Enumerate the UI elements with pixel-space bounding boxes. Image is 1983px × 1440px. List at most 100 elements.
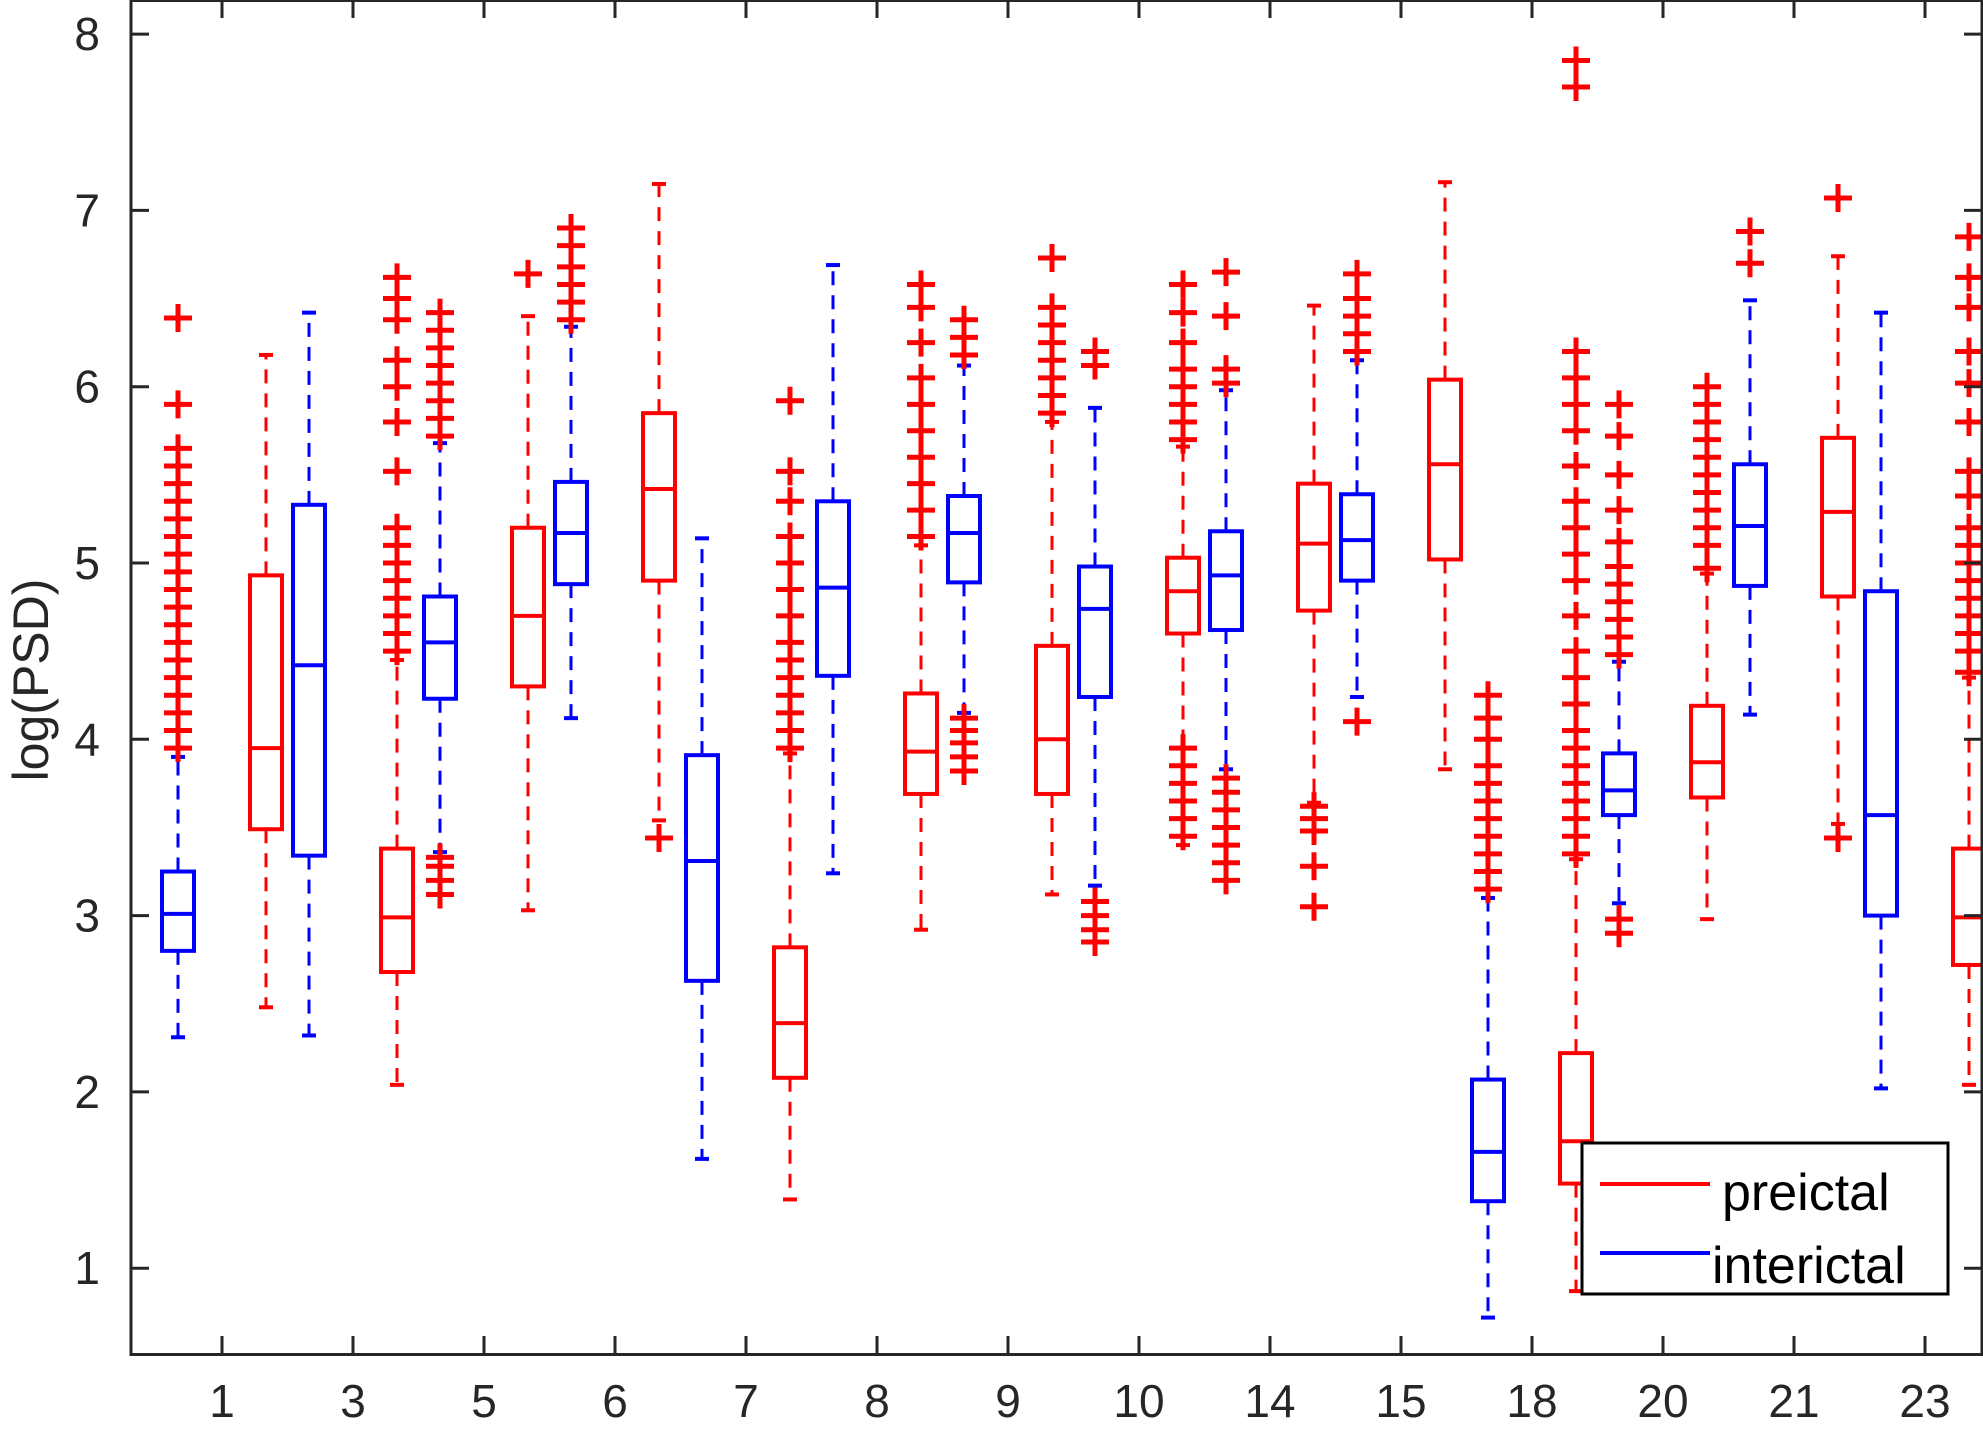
outlier-marker [907, 328, 935, 357]
outlier-marker [907, 390, 935, 419]
outlier-marker [164, 434, 192, 463]
box-preictal-1 [248, 352, 284, 1010]
outlier-marker [383, 263, 411, 292]
y-tick-label: 7 [74, 184, 100, 236]
outlier-marker [907, 522, 935, 551]
outlier-marker [1562, 46, 1590, 75]
outlier-marker [1562, 390, 1590, 419]
y-tick-label: 3 [74, 890, 100, 942]
x-tick-label: 5 [471, 1375, 497, 1427]
iqr-box [1296, 481, 1332, 613]
outlier-marker [1955, 407, 1983, 436]
outlier-marker [383, 457, 411, 486]
outlier-marker [776, 601, 804, 630]
box-preictal-15 [1427, 180, 1463, 772]
outlier-marker [1300, 852, 1328, 881]
legend-label-interictal: interictal [1712, 1237, 1906, 1295]
outlier-marker [1955, 457, 1983, 486]
legend-box [1580, 1141, 1950, 1296]
box-interictal-6 [553, 214, 589, 721]
outlier-marker [1038, 293, 1066, 322]
outlier-marker [1955, 337, 1983, 366]
outlier-marker [1169, 328, 1197, 357]
iqr-box [1077, 564, 1113, 699]
outlier-marker [1736, 217, 1764, 246]
box-preictal-18 [1558, 46, 1594, 1294]
box-interictal-15 [1339, 259, 1375, 736]
box-interictal-21 [1732, 217, 1768, 717]
box-interictal-8 [815, 263, 851, 876]
iqr-box [291, 502, 327, 858]
box-interictal-18 [1470, 681, 1506, 1320]
outlier-marker [1038, 244, 1066, 273]
outlier-marker [1562, 337, 1590, 366]
box-preictal-21 [1820, 184, 1856, 853]
iqr-box [510, 525, 546, 689]
outlier-marker [1343, 284, 1371, 313]
outlier-marker [1081, 337, 1109, 366]
outlier-marker [1343, 259, 1371, 288]
iqr-box [1689, 703, 1725, 800]
outlier-marker [1955, 369, 1983, 398]
outlier-marker [776, 522, 804, 551]
box-preictal-5 [510, 259, 546, 913]
box-preictal-7 [772, 386, 808, 1202]
outlier-marker [950, 305, 978, 334]
outlier-marker [1474, 751, 1502, 780]
outlier-marker [383, 407, 411, 436]
iqr-box [1951, 846, 1983, 967]
outlier-marker [1562, 716, 1590, 745]
plot-marks [160, 46, 1983, 1320]
outlier-marker [514, 259, 542, 288]
outlier-marker [776, 549, 804, 577]
iqr-box [641, 411, 677, 583]
iqr-box [1034, 643, 1070, 796]
x-tick-label: 1 [209, 1375, 235, 1427]
box-interictal-9 [946, 305, 982, 786]
box-preictal-9 [1034, 244, 1070, 897]
outlier-marker [1824, 824, 1852, 853]
outlier-marker [907, 496, 935, 525]
outlier-marker [383, 372, 411, 401]
outlier-marker [1562, 663, 1590, 692]
x-tick-label: 18 [1506, 1375, 1557, 1427]
outlier-marker [1605, 496, 1633, 525]
outlier-marker [1169, 355, 1197, 384]
y-tick-label: 8 [74, 8, 100, 60]
iqr-box [946, 494, 982, 585]
x-tick-label: 7 [733, 1375, 759, 1427]
outlier-marker [907, 416, 935, 445]
outlier-marker [1562, 72, 1590, 101]
outlier-marker [907, 363, 935, 392]
outlier-marker [1300, 892, 1328, 921]
iqr-box [1339, 492, 1375, 583]
iqr-box [1863, 589, 1899, 918]
y-tick-label: 6 [74, 361, 100, 413]
x-tick-label: 23 [1899, 1375, 1950, 1427]
outlier-marker [776, 575, 804, 604]
outlier-marker [1562, 637, 1590, 666]
outlier-marker [1562, 566, 1590, 595]
x-axis: 1 3 5 6 7 8 9 10 14 15 18 20 21 23 [209, 0, 1951, 1427]
outlier-marker [776, 386, 804, 415]
box-interictal-5 [422, 298, 458, 909]
outlier-marker [1605, 527, 1633, 556]
outlier-marker [1605, 422, 1633, 451]
outlier-marker [776, 457, 804, 486]
box-interictal-3 [291, 310, 327, 1038]
x-tick-label: 6 [602, 1375, 628, 1427]
iqr-box [903, 691, 939, 796]
box-preictal-8 [903, 270, 939, 932]
outlier-marker [1562, 452, 1590, 481]
outlier-marker [907, 469, 935, 498]
iqr-box [1558, 1051, 1594, 1186]
outlier-marker [776, 487, 804, 516]
iqr-box [422, 594, 458, 701]
outlier-marker [1605, 390, 1633, 419]
outlier-marker [1693, 372, 1721, 401]
iqr-box [1165, 555, 1201, 636]
outlier-marker [557, 214, 585, 243]
iqr-box [160, 869, 196, 953]
outlier-marker [1212, 258, 1240, 287]
